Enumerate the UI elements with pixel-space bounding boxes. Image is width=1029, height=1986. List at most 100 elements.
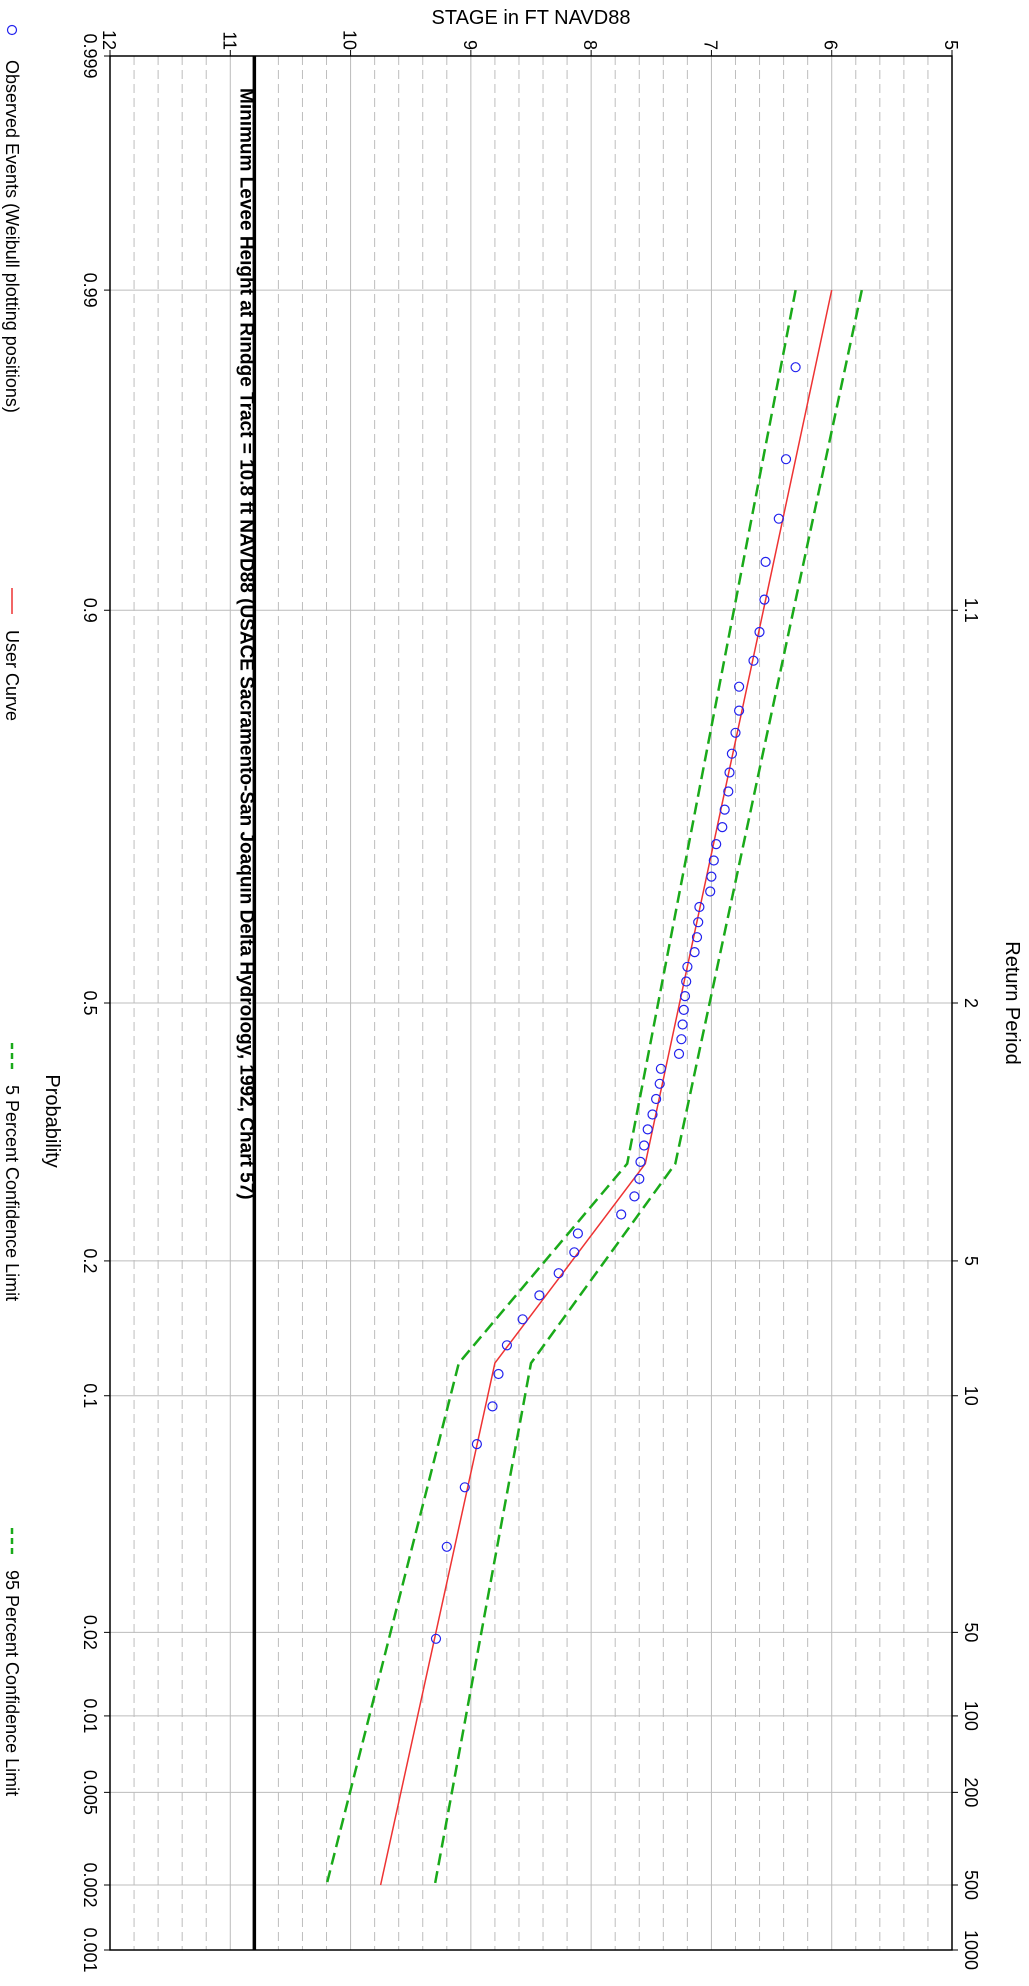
legend-label-95-percent-confidence-limit: 95 Percent Confidence Limit xyxy=(2,1570,22,1796)
return-period-tick-label: 5 xyxy=(961,1256,981,1266)
observed-event-point xyxy=(430,1633,442,1644)
probability-tick-label: 0.5 xyxy=(80,990,100,1015)
observed-event-point xyxy=(682,961,693,972)
observed-event-point xyxy=(569,1247,580,1258)
probability-tick-label: 0.001 xyxy=(80,1927,100,1972)
stage-tick-label: 11 xyxy=(219,31,239,50)
observed-event-point xyxy=(711,838,722,850)
95-percent-confidence-limit-line xyxy=(433,289,864,1886)
observed-event-point xyxy=(723,786,734,797)
observed-event-point xyxy=(638,1140,650,1151)
observed-event-point xyxy=(441,1541,452,1552)
observed-event-point xyxy=(708,855,719,866)
observed-event-point xyxy=(471,1438,482,1450)
observed-event-point xyxy=(691,932,703,943)
probability-tick-label: 0.002 xyxy=(80,1862,100,1907)
observed-event-point xyxy=(487,1401,498,1412)
probability-tick-label: 0.9 xyxy=(80,598,100,623)
reference-line-group: Minimum Levee Height at Rindge Tract = 1… xyxy=(235,56,256,1950)
return-period-tick-label: 1000 xyxy=(961,1930,981,1970)
return-period-axis-title: Return Period xyxy=(1001,941,1023,1064)
legend-label-5-percent-confidence-limit: 5 Percent Confidence Limit xyxy=(2,1085,22,1301)
probability-tick-label: 0.99 xyxy=(80,273,100,308)
minimum-levee-height-label: Minimum Levee Height at Rindge Tract = 1… xyxy=(235,88,256,1200)
observed-event-point xyxy=(780,454,792,465)
observed-event-point xyxy=(616,1209,627,1220)
observed-event-point xyxy=(773,513,784,524)
observed-event-point xyxy=(679,990,691,1002)
observed-event-point xyxy=(717,821,728,833)
observed-event-point xyxy=(642,1124,653,1135)
observed-event-point xyxy=(678,1004,689,1016)
observed-event-point xyxy=(650,1093,662,1105)
observed-event-point xyxy=(754,626,765,638)
probability-tick-label: 0.999 xyxy=(80,33,100,78)
probability-tick-label: 0.005 xyxy=(80,1770,100,1815)
observed-event-point xyxy=(572,1228,584,1239)
legend: Observed Events (Weibull plotting positi… xyxy=(2,24,22,1796)
observed-event-point xyxy=(647,1109,658,1120)
observed-event-point xyxy=(676,1034,687,1045)
legend-label-user-curve: User Curve xyxy=(2,630,22,721)
observed-event-point xyxy=(517,1314,528,1325)
observed-event-point xyxy=(730,727,741,738)
observed-event-point xyxy=(706,871,717,882)
stage-tick-label: 8 xyxy=(580,40,600,50)
return-period-tick-label: 1.1 xyxy=(961,598,981,623)
legend-label-observed-events-weibull-plotting-positions: Observed Events (Weibull plotting positi… xyxy=(2,60,22,413)
observed-event-point xyxy=(694,901,705,913)
observed-event-point xyxy=(673,1048,685,1060)
observed-event-point xyxy=(677,1019,688,1030)
stage-tick-label: 10 xyxy=(340,30,360,50)
observed-event-point xyxy=(726,748,738,759)
observed-event-point xyxy=(459,1482,470,1493)
return-period-tick-label: 2 xyxy=(961,998,981,1008)
observed-event-point xyxy=(748,655,759,666)
observed-event-point xyxy=(655,1063,667,1074)
series-layer xyxy=(325,289,864,1886)
observed-event-point xyxy=(705,886,716,897)
stage-tick-label: 6 xyxy=(821,40,841,50)
probability-tick-labels: 0.999 0.99 0.9 0.5 0.2 0.1 0.02 0.01 0.005 0.002 0… xyxy=(80,33,110,1973)
legend-marker-observed-events-weibull-plotting-positions xyxy=(6,24,18,36)
observed-event-point xyxy=(719,804,730,815)
stage-tick-label: 12 xyxy=(99,30,119,50)
observed-event-point xyxy=(635,1156,646,1168)
observed-event-point xyxy=(693,917,704,928)
return-period-tick-label: 100 xyxy=(961,1701,981,1731)
observed-event-point xyxy=(681,976,692,987)
observed-event-point xyxy=(501,1340,512,1351)
observed-event-point xyxy=(634,1173,645,1185)
observed-event-point xyxy=(733,681,745,692)
observed-event-point xyxy=(790,362,801,373)
return-period-tick-label: 200 xyxy=(961,1777,981,1807)
observed-event-point xyxy=(629,1191,640,1202)
observed-event-point xyxy=(733,705,745,716)
stage-tick-label: 9 xyxy=(460,40,480,50)
return-period-tick-label: 10 xyxy=(961,1386,981,1406)
return-period-tick-label: 500 xyxy=(961,1870,981,1900)
user-curve-line xyxy=(379,289,833,1886)
stage-tick-label: 5 xyxy=(941,40,961,50)
probability-tick-label: 0.02 xyxy=(80,1615,100,1650)
stage-tick-labels: 5 6 7 8 9 10 11 12 xyxy=(99,30,961,56)
observed-event-point xyxy=(654,1078,665,1089)
return-period-tick-label: 50 xyxy=(961,1622,981,1642)
stage-axis-title: STAGE in FT NAVD88 xyxy=(432,7,631,29)
observed-event-point xyxy=(760,556,771,568)
probability-axis-title: Probability xyxy=(41,1074,63,1167)
observed-event-point xyxy=(553,1268,564,1279)
observed-points-layer xyxy=(430,362,801,1644)
probability-tick-label: 0.2 xyxy=(80,1248,100,1273)
return-period-tick-labels: 1.1 2 5 10 50 100 200 500 1000 xyxy=(952,598,981,1970)
observed-event-point xyxy=(759,594,770,605)
probability-tick-label: 0.01 xyxy=(80,1698,100,1733)
stage-tick-label: 7 xyxy=(700,40,720,50)
probability-tick-label: 0.1 xyxy=(80,1383,100,1408)
observed-event-point xyxy=(493,1368,504,1380)
observed-event-point xyxy=(724,767,735,778)
observed-event-point xyxy=(689,946,700,958)
observed-event-point xyxy=(534,1290,545,1301)
